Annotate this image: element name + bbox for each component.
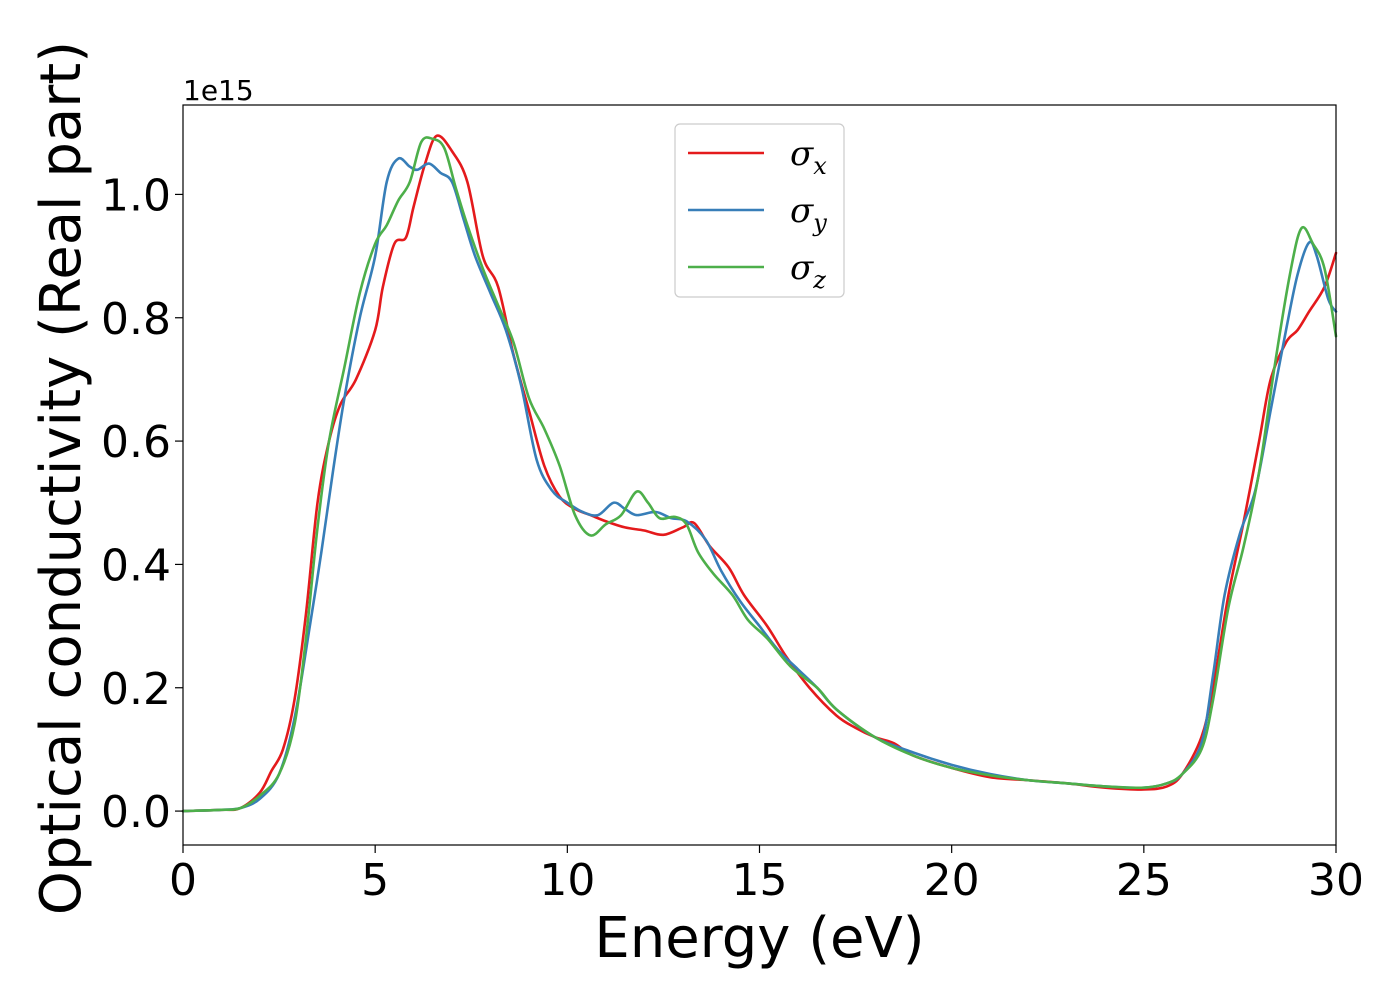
x-tick-label: 10: [539, 855, 595, 906]
x-tick-label: 20: [924, 855, 980, 906]
legend-label-x: σx: [790, 134, 827, 180]
x-tick-label: 30: [1308, 855, 1364, 906]
y-tick-label: 0.2: [101, 664, 171, 715]
y-tick-label: 1.0: [101, 170, 171, 221]
x-tick-label: 0: [169, 855, 197, 906]
y-tick-label: 0.6: [101, 417, 171, 468]
x-axis-title: Energy (eV): [594, 906, 924, 971]
series-layer: [181, 134, 1338, 813]
y-axis: 0.0 0.2 0.4 0.6 0.8 1.0: [101, 170, 183, 838]
y-axis-title: Optical conductivity (Real part): [29, 41, 94, 915]
x-tick-label: 5: [361, 855, 389, 906]
y-tick-label: 0.8: [101, 294, 171, 345]
y-tick-label: 0.0: [101, 787, 171, 838]
y-tick-label: 0.4: [101, 540, 171, 591]
legend: σx σy σz: [674, 123, 845, 298]
legend-label-z: σz: [790, 248, 826, 294]
series-line-y: [181, 156, 1338, 813]
x-tick-label: 25: [1116, 855, 1172, 906]
x-tick-label: 15: [732, 855, 788, 906]
x-axis: 0 5 10 15 20 25 30: [169, 845, 1364, 906]
legend-label-y: σy: [790, 191, 827, 237]
series-line-z: [181, 136, 1338, 813]
y-offset-label: 1e15: [183, 74, 254, 107]
